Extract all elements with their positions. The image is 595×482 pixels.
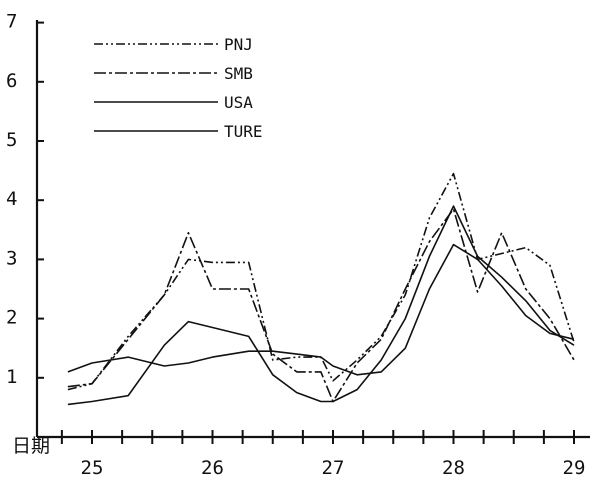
y-tick-label: 5 xyxy=(6,129,17,151)
x-tick-label: 25 xyxy=(81,457,104,479)
y-tick-label: 7 xyxy=(6,11,17,33)
y-tick-label: 6 xyxy=(6,70,17,92)
y-tick-label: 1 xyxy=(6,366,17,388)
series-line-ture xyxy=(67,243,575,376)
series-line-pnj xyxy=(67,172,575,391)
series-group xyxy=(67,172,575,406)
y-tick-label: 4 xyxy=(6,188,17,210)
x-ticks: 25 26 27 28 29 xyxy=(60,430,586,479)
x-tick-label: 27 xyxy=(322,457,345,479)
legend-label-pnj: PNJ xyxy=(224,35,253,54)
legend-label-usa: USA xyxy=(224,93,253,112)
x-tick-label: 26 xyxy=(201,457,224,479)
series-line-usa xyxy=(67,205,575,406)
legend: PNJ SMB USA TURE xyxy=(94,35,263,141)
x-tick-label: 29 xyxy=(563,457,586,479)
y-ticks: 1 2 3 4 5 6 7 xyxy=(6,11,44,388)
x-axis-label: 日期 xyxy=(12,435,50,457)
y-tick-label: 2 xyxy=(6,307,17,329)
y-tick-label: 3 xyxy=(6,247,17,269)
legend-label-smb: SMB xyxy=(224,64,253,83)
legend-label-ture: TURE xyxy=(224,122,263,141)
x-tick-label: 28 xyxy=(442,457,465,479)
